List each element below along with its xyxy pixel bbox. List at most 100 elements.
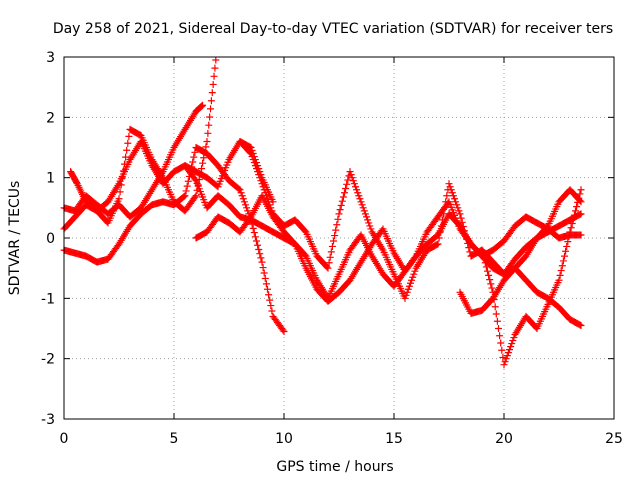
data-point	[264, 195, 271, 203]
data-point	[436, 228, 444, 236]
series-track-1	[60, 56, 220, 233]
data-point	[501, 358, 509, 366]
y-tick-label: -1	[41, 291, 55, 307]
data-point	[259, 183, 267, 191]
data-point	[499, 353, 507, 361]
x-tick-label: 10	[275, 431, 293, 447]
data-point	[248, 153, 256, 161]
series-track-3	[60, 144, 288, 336]
data-point	[566, 228, 574, 236]
data-point	[238, 192, 246, 200]
data-point	[435, 234, 443, 242]
data-point	[410, 270, 418, 278]
data-point	[358, 201, 366, 209]
data-point	[437, 222, 445, 230]
y-tick-label: 3	[46, 50, 55, 66]
data-point	[259, 264, 267, 272]
data-point	[240, 198, 248, 206]
data-point	[268, 207, 276, 215]
data-point	[344, 176, 352, 184]
data-point	[503, 352, 511, 360]
data-point	[207, 97, 215, 105]
data-point	[500, 361, 508, 369]
data-point	[191, 193, 199, 201]
data-point	[355, 192, 363, 200]
data-point	[125, 132, 133, 140]
data-point	[254, 168, 262, 176]
data-point	[338, 197, 346, 205]
data-point	[246, 214, 254, 222]
data-point	[122, 153, 130, 161]
data-point	[577, 198, 585, 206]
data-point	[453, 201, 461, 209]
data-point	[445, 180, 453, 188]
data-point	[434, 240, 442, 248]
y-axis: -3 -2 -1 0 1 2 3	[41, 50, 614, 428]
data-point	[402, 291, 410, 299]
data-point	[456, 210, 464, 218]
data-point	[333, 221, 341, 229]
data-point	[350, 180, 358, 188]
data-point	[447, 186, 455, 194]
data-point	[409, 273, 417, 281]
data-point	[204, 129, 212, 137]
x-tick-label: 15	[385, 431, 403, 447]
data-point	[342, 185, 350, 193]
data-point	[465, 244, 473, 252]
data-point	[352, 183, 359, 191]
data-point	[199, 159, 207, 167]
data-point	[346, 168, 354, 176]
data-point	[442, 198, 450, 206]
data-point	[330, 237, 337, 245]
data-point	[403, 288, 411, 296]
data-point	[301, 227, 309, 235]
data-point	[190, 153, 198, 161]
data-point	[254, 241, 262, 249]
data-point	[366, 222, 374, 230]
data-point	[360, 207, 368, 215]
data-point	[404, 285, 412, 293]
data-point	[433, 241, 441, 249]
data-point	[449, 192, 457, 200]
data-point	[458, 218, 466, 226]
data-points	[60, 56, 585, 369]
data-point	[244, 207, 252, 215]
data-point	[181, 192, 189, 200]
data-point	[488, 284, 496, 292]
data-point	[73, 178, 81, 186]
data-point	[198, 165, 205, 173]
data-point	[332, 226, 340, 234]
data-point	[207, 105, 215, 113]
data-point	[242, 201, 249, 209]
data-point	[563, 242, 571, 250]
data-point	[183, 182, 191, 190]
x-tick-label: 0	[60, 431, 69, 447]
data-point	[328, 242, 336, 250]
data-point	[323, 263, 331, 271]
data-point	[124, 139, 132, 147]
data-point	[325, 259, 333, 267]
data-point	[209, 80, 217, 88]
series-track-7	[236, 137, 585, 369]
data-point	[257, 254, 265, 262]
chart-title: Day 258 of 2021, Sidereal Day-to-day VTE…	[53, 21, 613, 37]
data-point	[577, 321, 585, 329]
y-tick-label: 0	[46, 231, 55, 247]
data-point	[211, 64, 219, 72]
data-point	[543, 223, 551, 231]
data-point	[509, 337, 517, 345]
data-point	[353, 186, 361, 194]
y-tick-label: -3	[41, 412, 55, 428]
data-point	[576, 321, 584, 329]
data-point	[192, 192, 200, 200]
data-point	[401, 294, 409, 302]
data-point	[258, 258, 266, 266]
data-point	[334, 215, 342, 223]
data-point	[115, 195, 123, 203]
data-point	[260, 269, 268, 277]
data-point	[116, 188, 124, 196]
data-point	[510, 334, 518, 342]
data-point	[123, 146, 131, 154]
data-point	[361, 210, 369, 218]
data-point	[504, 349, 512, 357]
